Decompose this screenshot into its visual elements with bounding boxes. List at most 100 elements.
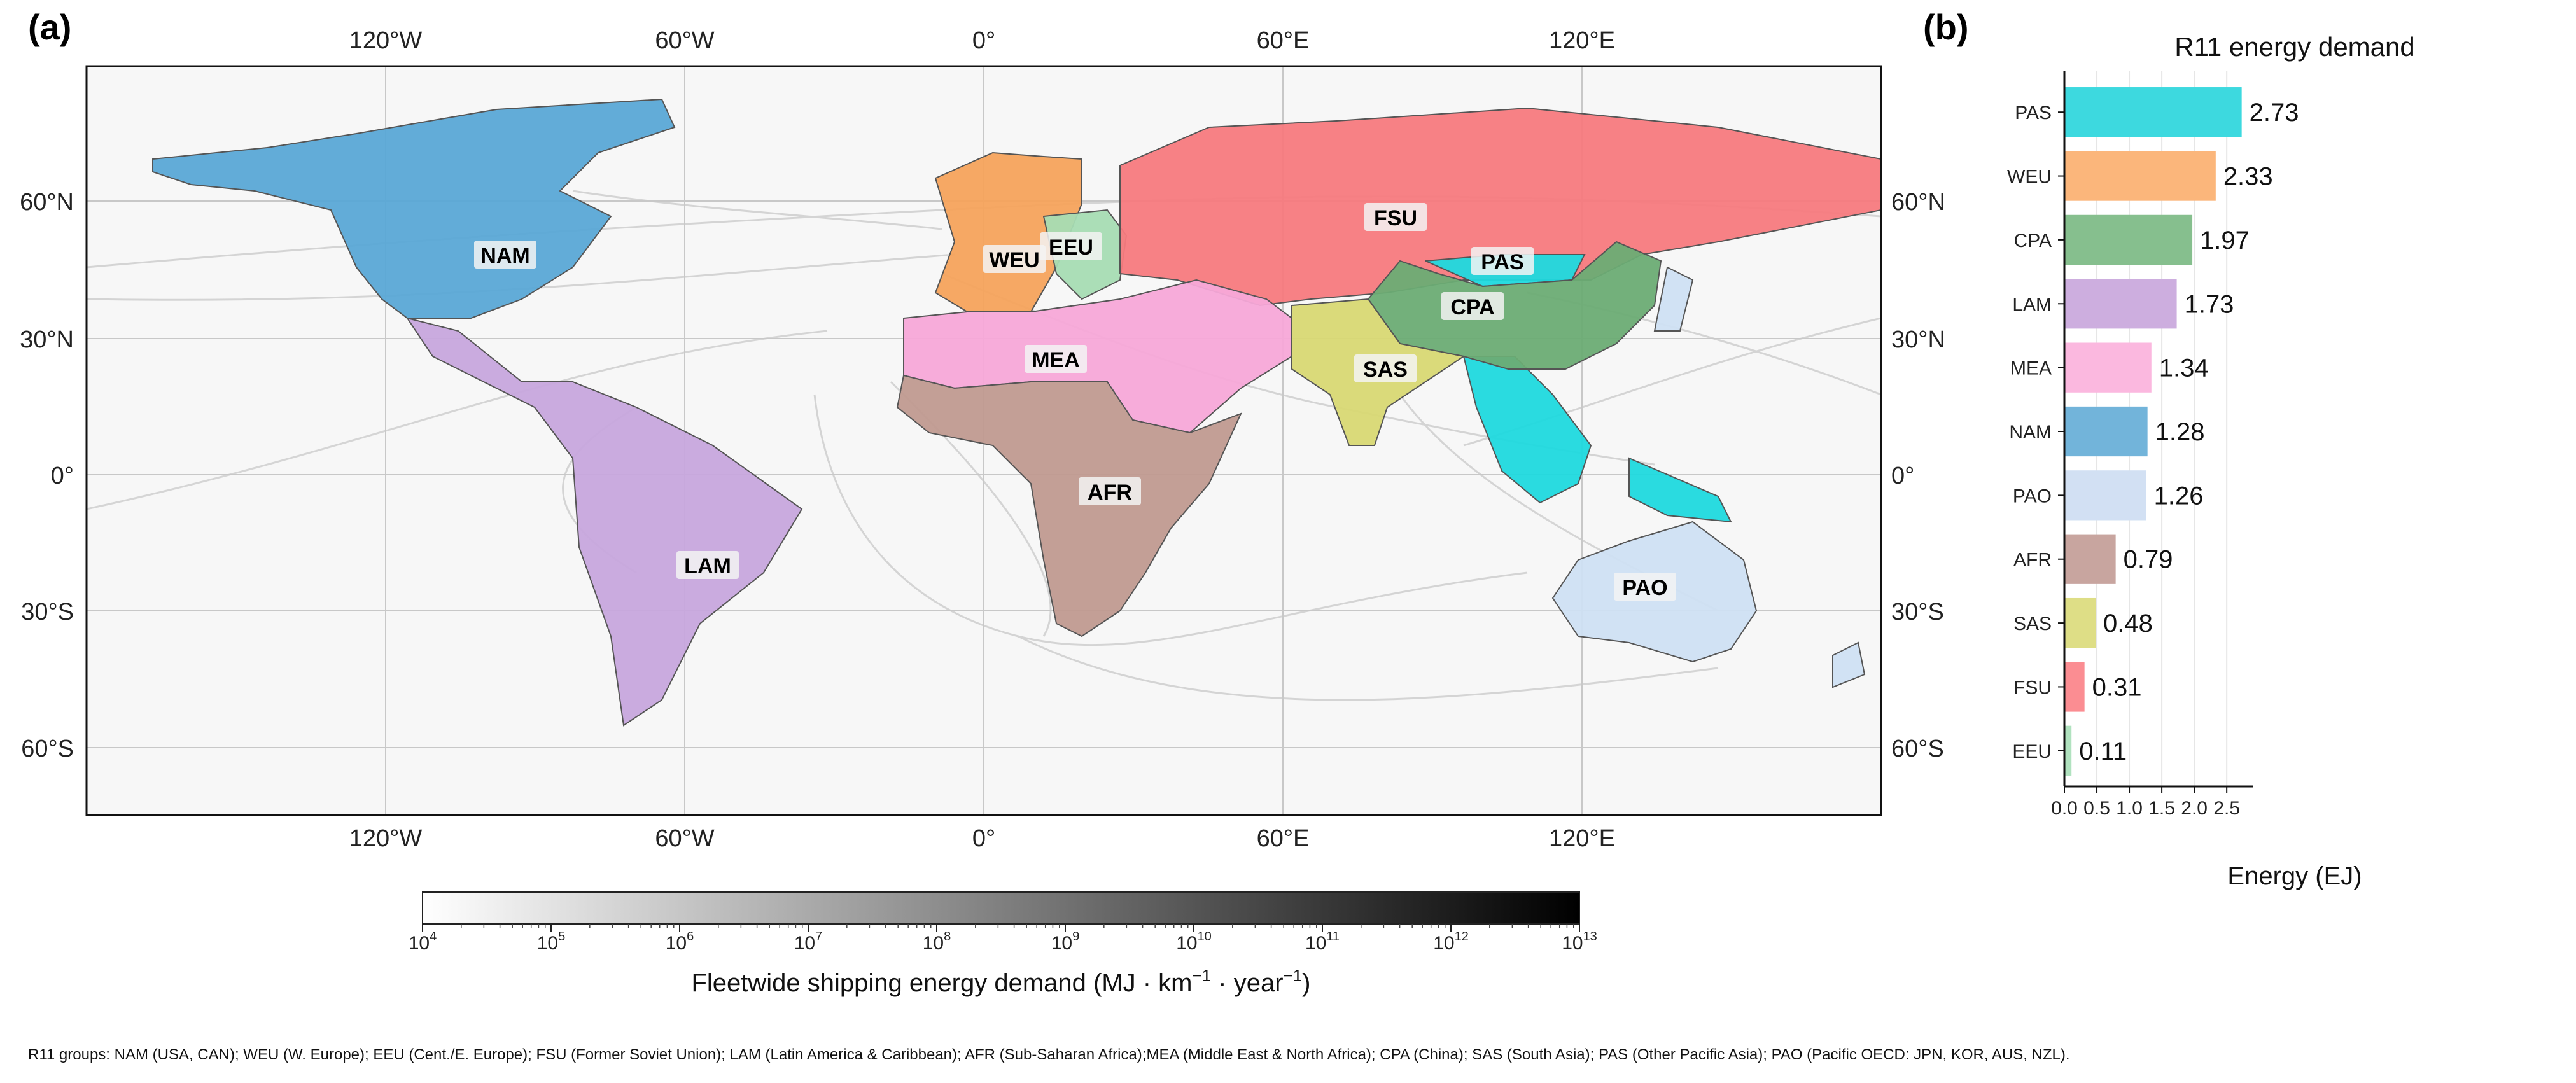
bar-fsu: [2064, 662, 2085, 712]
svg-text:PAS: PAS: [1481, 250, 1523, 274]
bar-value-label: 0.79: [2124, 546, 2173, 574]
bar-value-label: 0.48: [2103, 610, 2153, 638]
bar-lam: [2064, 279, 2177, 329]
bar-chart-bars: 2.73 PAS 2.33 WEU 1.97 CPA 1.73 LAM 1.34 MEA 1.28 N…: [2007, 87, 2299, 776]
lon-tick-bottom: 120°W: [349, 825, 423, 852]
colorbar-gradient: [422, 891, 1580, 925]
svg-text:EEU: EEU: [1049, 235, 1093, 260]
bar-value-label: 0.31: [2092, 673, 2142, 701]
region-labels: NAM WEU EEU FSU PAS CPA MEA SAS AFR LAM …: [474, 203, 1676, 601]
colorbar-tick-label: 108: [923, 930, 951, 954]
panel-a-label: (a): [28, 7, 71, 47]
lat-tick-left: 30°S: [21, 599, 74, 625]
svg-text:CPA: CPA: [1450, 295, 1494, 319]
bar-value-label: 1.73: [2185, 290, 2234, 318]
lat-tick-left: 30°N: [20, 326, 74, 353]
lon-tick-top: 60°W: [655, 27, 714, 54]
lon-tick-bottom: 60°W: [655, 825, 714, 852]
lon-tick-top: 0°: [972, 27, 995, 54]
region-label-weu: WEU: [983, 245, 1046, 273]
bar-value-label: 1.28: [2155, 418, 2205, 446]
region-lam: [405, 317, 803, 727]
svg-text:FSU: FSU: [1374, 206, 1417, 230]
colorbar-tick-label: 105: [537, 930, 566, 954]
bar-mea: [2064, 342, 2152, 393]
lon-tick-top: 60°E: [1257, 27, 1310, 54]
bar-chart-x-ticks: 0.0 0.5 1.0 1.5 2.0 2.5: [2051, 786, 2240, 819]
x-tick-label: 1.5: [2148, 798, 2175, 819]
bar-pao: [2064, 470, 2146, 521]
colorbar-tick-label: 107: [794, 930, 823, 954]
y-tick-label: PAO: [2013, 486, 2052, 507]
bar-weu: [2064, 151, 2216, 201]
colorbar-tick-label: 1011: [1305, 930, 1340, 954]
map-frame: [85, 65, 1882, 816]
colorbar-tick-label: 1010: [1176, 930, 1212, 954]
x-tick-label: 0.0: [2051, 798, 2078, 819]
y-tick-label: FSU: [2013, 677, 2052, 698]
colorbar-tick-label: 106: [666, 930, 694, 954]
lat-tick-right: 30°S: [1891, 599, 1944, 625]
lon-tick-top: 120°W: [349, 27, 423, 54]
footnote: R11 groups: NAM (USA, CAN); WEU (W. Euro…: [28, 1046, 2070, 1063]
bar-value-label: 1.34: [2159, 354, 2209, 382]
bar-afr: [2064, 534, 2116, 584]
region-label-sas: SAS: [1354, 354, 1417, 382]
bar-nam: [2064, 406, 2148, 457]
y-tick-label: MEA: [2010, 358, 2052, 379]
colorbar-tick-label: 1013: [1562, 930, 1597, 954]
x-tick-label: 2.0: [2181, 798, 2208, 819]
bar-sas: [2064, 597, 2096, 648]
x-tick-label: 1.0: [2116, 798, 2143, 819]
svg-text:LAM: LAM: [684, 554, 731, 578]
lon-tick-bottom: 60°E: [1257, 825, 1310, 852]
world-map: NAM WEU EEU FSU PAS CPA MEA SAS AFR LAM …: [20, 27, 1945, 852]
x-tick-label: 0.5: [2083, 798, 2110, 819]
svg-text:NAM: NAM: [480, 244, 529, 268]
region-label-afr: AFR: [1079, 477, 1141, 505]
region-label-mea: MEA: [1025, 345, 1087, 373]
bar-value-label: 1.26: [2154, 482, 2204, 510]
region-label-eeu: EEU: [1040, 232, 1102, 260]
colorbar-label: Fleetwide shipping energy demand (MJ · k…: [691, 966, 1310, 997]
region-afr: [896, 374, 1242, 638]
colorbar: 104 105 106 107 108 109 1010 1011 1012 1013 Fleet…: [409, 891, 1597, 997]
region-nam: [152, 98, 676, 319]
region-label-pao: PAO: [1614, 573, 1676, 601]
colorbar-ticks: 104 105 106 107 108 109 1010 1011 1012 1013: [409, 924, 1597, 954]
lon-tick-bottom: 120°E: [1549, 825, 1615, 852]
y-tick-label: PAS: [2015, 102, 2052, 123]
panel-b-label: (b): [1923, 7, 1969, 47]
region-label-fsu: FSU: [1364, 203, 1427, 231]
bar-value-label: 1.97: [2200, 227, 2250, 255]
bar-pas: [2064, 87, 2242, 137]
y-tick-label: WEU: [2007, 167, 2052, 188]
y-tick-label: AFR: [2013, 550, 2052, 571]
colorbar-tick-label: 104: [409, 930, 437, 954]
lat-tick-right: 60°N: [1891, 189, 1945, 216]
colorbar-tick-label: 1012: [1433, 930, 1469, 954]
y-tick-label: EEU: [2012, 741, 2052, 762]
lat-tick-right: 0°: [1891, 463, 1914, 489]
lat-ticks-right: 60°N 30°N 0° 30°S 60°S: [1891, 189, 1945, 762]
bar-value-label: 2.73: [2250, 99, 2299, 127]
bar-value-label: 2.33: [2223, 163, 2273, 191]
y-tick-label: LAM: [2012, 294, 2052, 315]
map-regions: [152, 98, 1881, 727]
lat-tick-right: 60°S: [1891, 736, 1944, 762]
svg-text:WEU: WEU: [989, 248, 1039, 272]
lon-tick-bottom: 0°: [972, 825, 995, 852]
region-label-lam: LAM: [676, 551, 739, 579]
lat-ticks-left: 60°N 30°N 0° 30°S 60°S: [20, 189, 74, 762]
lat-tick-right: 30°N: [1891, 326, 1945, 353]
lon-ticks-top: 120°W 60°W 0° 60°E 120°E: [349, 27, 1615, 54]
colorbar-tick-label: 109: [1051, 930, 1080, 954]
bar-eeu: [2064, 725, 2072, 776]
svg-text:AFR: AFR: [1088, 480, 1132, 505]
region-label-nam: NAM: [474, 241, 536, 269]
region-label-cpa: CPA: [1441, 292, 1504, 320]
y-tick-label: SAS: [2013, 613, 2052, 634]
y-tick-label: NAM: [2009, 422, 2052, 443]
x-tick-label: 2.5: [2213, 798, 2240, 819]
